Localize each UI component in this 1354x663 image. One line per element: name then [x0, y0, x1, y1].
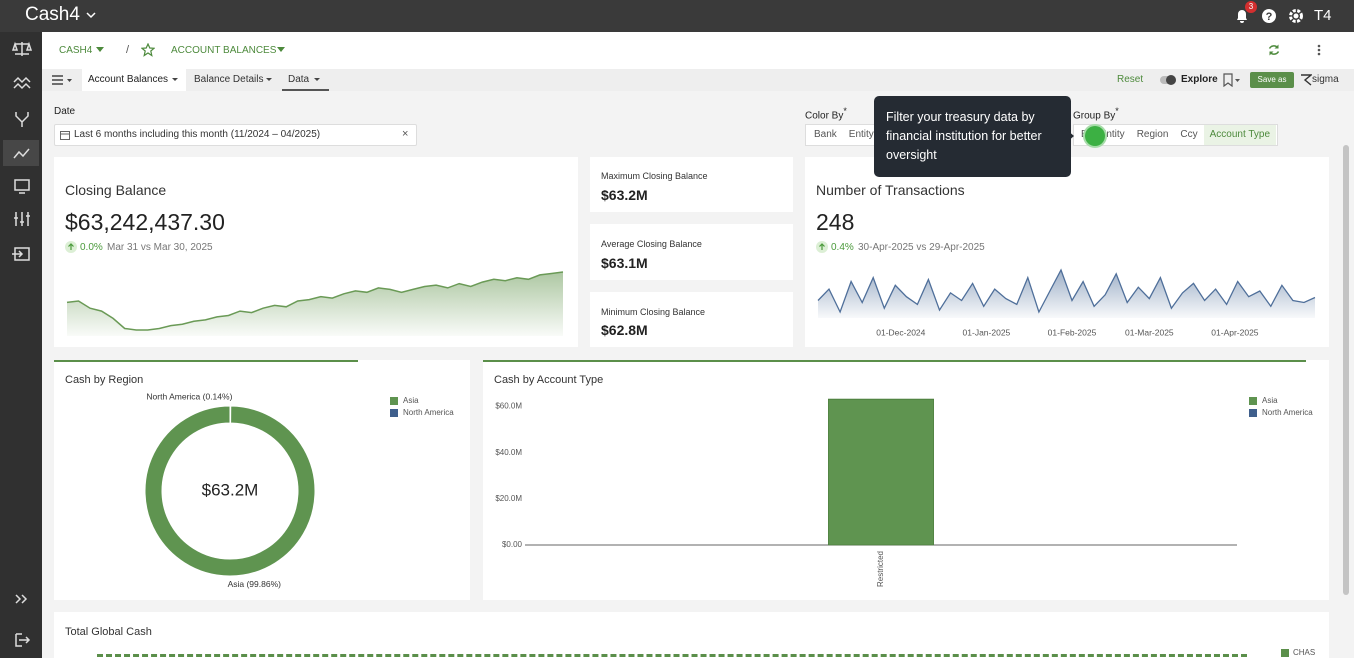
tab-bar: Account Balances Balance Details Data Re…: [42, 69, 1354, 91]
notification-badge: 3: [1245, 1, 1257, 13]
card-title: Cash by Region: [65, 374, 143, 386]
required-mark: *: [1115, 106, 1119, 116]
card-title: Number of Transactions: [816, 182, 965, 198]
breadcrumb-root[interactable]: CASH4: [59, 45, 92, 56]
group-by-option[interactable]: Account Type: [1204, 125, 1276, 145]
tab-active[interactable]: Account Balances: [82, 69, 186, 91]
stat-card: Maximum Closing Balance $63.2M: [590, 157, 793, 212]
series-line: [97, 654, 1247, 657]
stat-card: Average Closing Balance $63.1M: [590, 224, 793, 280]
nav-logout[interactable]: [16, 634, 29, 646]
date-value[interactable]: Last 6 months including this month (11/2…: [74, 129, 320, 140]
breadcrumb-separator: /: [126, 44, 129, 56]
hotspot-dot[interactable]: [1085, 126, 1105, 146]
card-accent: [483, 360, 1306, 362]
change-value: 0.4%: [831, 242, 854, 253]
breadcrumb-bar: CASH4 / ACCOUNT BALANCES: [42, 32, 1354, 70]
help-icon[interactable]: ?: [1261, 8, 1277, 24]
stat-value: $62.8M: [601, 322, 648, 338]
tab-caret[interactable]: [266, 78, 272, 82]
change-comparison: 30-Apr-2025 vs 29-Apr-2025: [858, 242, 985, 253]
stat-value: $63.2M: [601, 187, 648, 203]
nav-expand[interactable]: [16, 595, 26, 603]
card-headline: 248: [816, 209, 854, 236]
product-name[interactable]: Cash4: [25, 4, 80, 26]
calendar-icon: [60, 130, 70, 140]
onboarding-tooltip: Filter your treasury data by financial i…: [874, 96, 1071, 177]
change-up-icon: [816, 241, 828, 253]
nav-settings[interactable]: [14, 212, 30, 226]
card-accent: [54, 360, 358, 362]
stat-title: Minimum Closing Balance: [601, 307, 705, 317]
explore-toggle[interactable]: [1159, 74, 1177, 86]
account-type-card: Cash by Account Type: [483, 360, 1329, 600]
group-by-option[interactable]: Ccy: [1174, 125, 1203, 145]
page-menu[interactable]: [51, 74, 73, 86]
change-up-icon: [65, 241, 77, 253]
tooltip-pointer: [1067, 130, 1074, 142]
tooltip-text: Filter your treasury data by financial i…: [886, 108, 1064, 165]
refresh-icon[interactable]: [1267, 43, 1281, 57]
scrollbar[interactable]: [1343, 145, 1349, 595]
card-title: Closing Balance: [65, 182, 166, 198]
required-mark: *: [843, 106, 847, 116]
color-by-label: Color By*: [805, 106, 847, 121]
page-caret[interactable]: [277, 47, 285, 53]
stat-card: Minimum Closing Balance $62.8M: [590, 292, 793, 347]
tab-caret[interactable]: [172, 78, 178, 82]
tab[interactable]: Balance Details: [190, 69, 278, 91]
card-title: Total Global Cash: [65, 626, 152, 638]
stat-title: Average Closing Balance: [601, 239, 702, 249]
date-input[interactable]: Last 6 months including this month (11/2…: [54, 124, 417, 146]
favorite-star[interactable]: [141, 43, 155, 57]
nav-trends[interactable]: [14, 78, 30, 88]
change-value: 0.0%: [80, 242, 103, 253]
tab[interactable]: Data: [282, 69, 329, 91]
sidebar-icons: [0, 32, 42, 658]
settings-icon[interactable]: [1288, 8, 1304, 24]
nav-balances[interactable]: [13, 42, 31, 56]
sigma-brand: sigma: [1312, 74, 1339, 85]
more-menu[interactable]: [1316, 43, 1322, 57]
root-caret[interactable]: [96, 47, 104, 53]
closing-balance-card: Closing Balance $63,242,437.30 0.0% Mar …: [54, 157, 578, 347]
label-text: Group By: [1073, 110, 1115, 121]
color-by-option[interactable]: Bank: [808, 125, 843, 145]
nav-flows[interactable]: [16, 112, 28, 127]
nav-monitor[interactable]: [15, 180, 29, 193]
label-text: Color By: [805, 110, 843, 121]
svg-text:?: ?: [1266, 11, 1273, 23]
group-by-label: Group By*: [1073, 106, 1119, 121]
sigma-logo: [1300, 74, 1312, 86]
card-headline: $63,242,437.30: [65, 209, 225, 236]
tab-caret[interactable]: [314, 78, 320, 82]
stat-title: Maximum Closing Balance: [601, 171, 708, 181]
total-global-cash-card: Total Global Cash CHAS: [54, 612, 1329, 658]
region-card: Cash by Region: [54, 360, 470, 600]
date-clear[interactable]: ×: [402, 128, 408, 140]
date-label: Date: [54, 106, 75, 117]
legend-swatch: [1281, 649, 1289, 657]
sidebar: [0, 32, 42, 658]
transactions-card: Number of Transactions 248 0.4% 30-Apr-2…: [805, 157, 1329, 347]
tab-label[interactable]: Balance Details: [194, 74, 263, 85]
tab-label[interactable]: Account Balances: [88, 74, 168, 85]
card-title: Cash by Account Type: [494, 374, 603, 386]
breadcrumb-page[interactable]: ACCOUNT BALANCES: [171, 45, 276, 56]
app-bar: Cash4 3 ? T4: [0, 0, 1354, 32]
bookmark-menu[interactable]: [1222, 73, 1242, 87]
tab-label[interactable]: Data: [288, 74, 309, 85]
explore-label[interactable]: Explore: [1181, 74, 1218, 85]
product-caret[interactable]: [86, 11, 96, 19]
save-as-button[interactable]: Save as: [1250, 72, 1294, 88]
reset-button[interactable]: Reset: [1117, 74, 1143, 85]
stat-value: $63.1M: [601, 255, 648, 271]
change-comparison: Mar 31 vs Mar 30, 2025: [107, 242, 213, 253]
legend-label: CHAS: [1293, 648, 1315, 657]
nav-import[interactable]: [12, 248, 29, 260]
user-initials[interactable]: T4: [1314, 7, 1332, 24]
group-by-option[interactable]: Region: [1131, 125, 1175, 145]
